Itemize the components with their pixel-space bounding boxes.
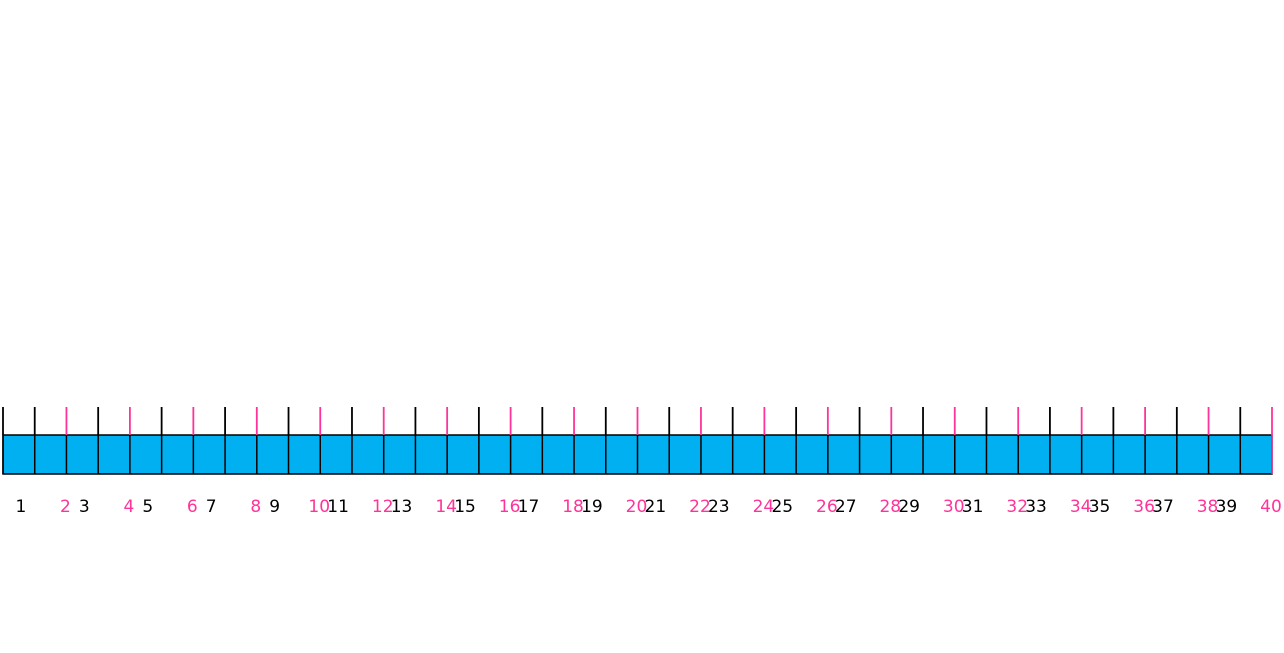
number-label-7: 7 (206, 497, 217, 517)
number-label-4: 4 (123, 497, 134, 517)
number-label-32: 32 (1006, 497, 1028, 517)
number-label-34: 34 (1070, 497, 1092, 517)
number-label-3: 3 (79, 497, 90, 517)
number-label-15: 15 (454, 497, 476, 517)
number-label-5: 5 (142, 497, 153, 517)
number-label-35: 35 (1089, 497, 1111, 517)
number-label-1: 1 (15, 497, 26, 517)
segment-dividers (2, 435, 1273, 474)
number-label-14: 14 (435, 497, 457, 517)
number-label-22: 22 (689, 497, 711, 517)
number-label-16: 16 (499, 497, 521, 517)
number-label-38: 38 (1197, 497, 1219, 517)
number-label-10: 10 (308, 497, 330, 517)
number-label-2: 2 (60, 497, 71, 517)
number-label-18: 18 (562, 497, 584, 517)
number-label-11: 11 (327, 497, 349, 517)
number-label-23: 23 (708, 497, 730, 517)
number-label-37: 37 (1152, 497, 1174, 517)
number-label-28: 28 (879, 497, 901, 517)
tick-marks (2, 407, 1273, 435)
number-label-40: 40 (1260, 497, 1282, 517)
number-label-8: 8 (250, 497, 261, 517)
number-label-31: 31 (962, 497, 984, 517)
number-label-19: 19 (581, 497, 603, 517)
number-label-33: 33 (1025, 497, 1047, 517)
number-label-24: 24 (753, 497, 775, 517)
number-label-9: 9 (269, 497, 280, 517)
number-label-36: 36 (1133, 497, 1155, 517)
number-label-21: 21 (645, 497, 667, 517)
number-label-30: 30 (943, 497, 965, 517)
number-label-12: 12 (372, 497, 394, 517)
number-label-39: 39 (1216, 497, 1238, 517)
number-label-25: 25 (771, 497, 793, 517)
number-label-27: 27 (835, 497, 857, 517)
number-label-13: 13 (391, 497, 413, 517)
number-label-20: 20 (626, 497, 648, 517)
number-label-26: 26 (816, 497, 838, 517)
number-label-17: 17 (518, 497, 540, 517)
number-label-6: 6 (187, 497, 198, 517)
number-label-29: 29 (898, 497, 920, 517)
